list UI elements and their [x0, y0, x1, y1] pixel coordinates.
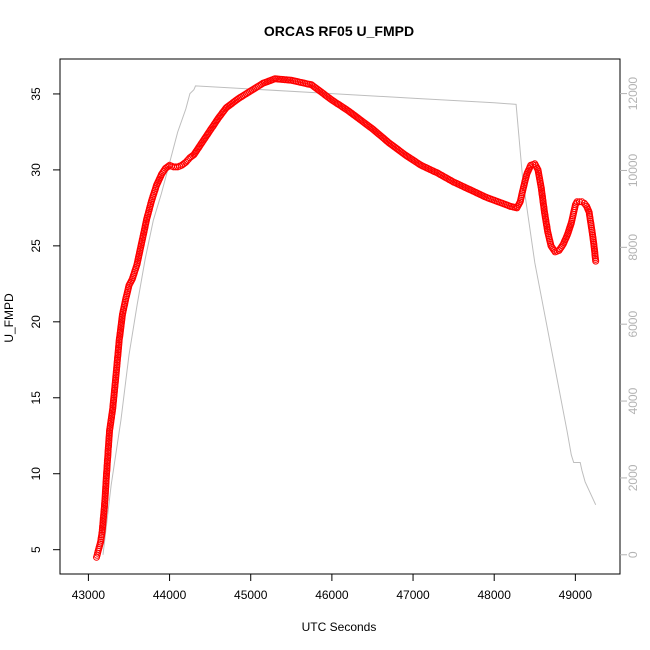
x-tick-label: 43000 — [72, 588, 106, 602]
y-tick-label: 10 — [29, 467, 43, 481]
y2-tick-label: 6000 — [626, 311, 640, 338]
x-tick-label: 44000 — [153, 588, 187, 602]
x-tick-label: 45000 — [234, 588, 268, 602]
data-point — [573, 198, 581, 206]
chart-title: ORCAS RF05 U_FMPD — [264, 23, 414, 39]
data-point — [164, 162, 172, 170]
primary-series-layer — [93, 75, 600, 561]
x-tick-label: 46000 — [315, 588, 349, 602]
y-tick-label: 20 — [29, 315, 43, 329]
y-axis-label: U_FMPD — [2, 293, 16, 343]
y2-tick-label: 10000 — [626, 153, 640, 187]
data-point — [575, 198, 583, 206]
y2-tick-label: 0 — [626, 551, 640, 558]
x-axis-label: UTC Seconds — [302, 620, 377, 634]
y2-tick-label: 2000 — [626, 464, 640, 491]
y2-tick-label: 4000 — [626, 387, 640, 414]
y-tick-label: 15 — [29, 391, 43, 405]
y-tick-label: 25 — [29, 239, 43, 253]
x-tick-label: 49000 — [559, 588, 593, 602]
x-tick-label: 47000 — [396, 588, 430, 602]
y2-tick-label: 12000 — [626, 77, 640, 111]
data-point — [592, 257, 600, 265]
y2-tick-label: 8000 — [626, 234, 640, 261]
secondary-series-layer — [102, 85, 597, 555]
x-tick-label: 48000 — [478, 588, 512, 602]
y-tick-label: 5 — [29, 546, 43, 553]
y-tick-label: 30 — [29, 163, 43, 177]
plot-frame — [59, 58, 621, 575]
series-line — [102, 85, 597, 555]
y-tick-label: 35 — [29, 87, 43, 101]
axes-layer: 43000 44000 45000 46000 47000 48000 49000 5 10 15… — [29, 77, 640, 602]
